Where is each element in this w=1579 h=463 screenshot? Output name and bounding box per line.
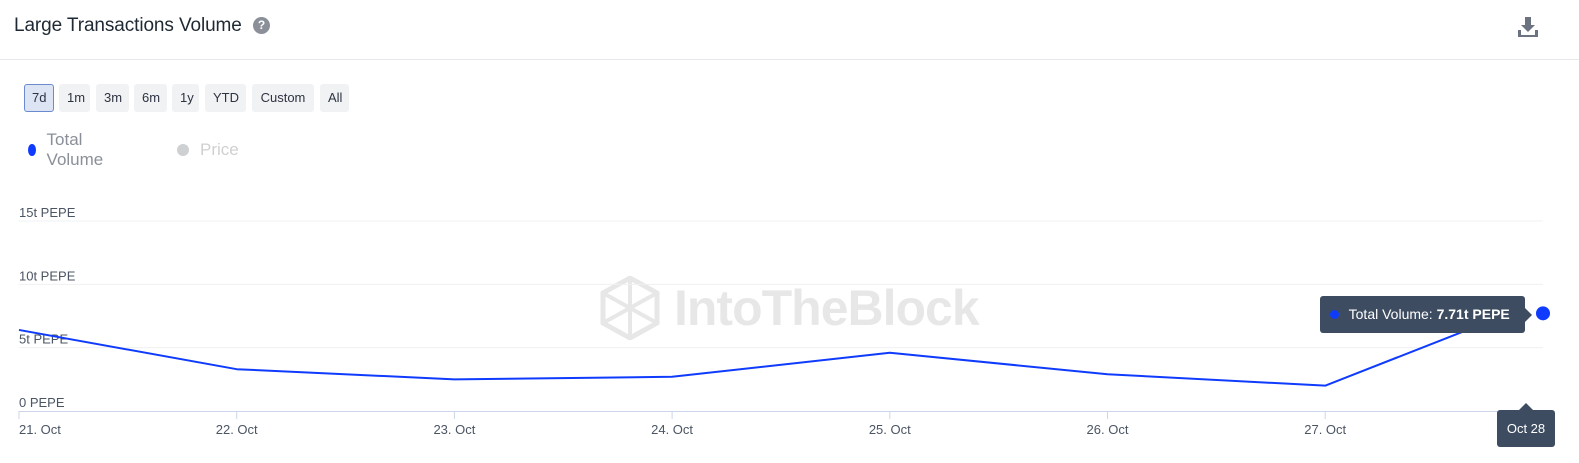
range-button-ytd[interactable]: YTD xyxy=(205,84,246,112)
legend-label-total-volume: Total Volume xyxy=(46,130,104,169)
line-chart: 0 PEPE 5t PEPE 10t PEPE 15t PEPE 21. Oct 22. … xyxy=(18,205,1552,437)
range-button-1y[interactable]: 1y xyxy=(172,84,199,112)
watermark-logo-icon xyxy=(600,276,660,340)
range-button-3m[interactable]: 3m xyxy=(96,84,129,112)
legend-dot-total-volume xyxy=(28,144,36,156)
crosshair-x-label: Oct 28 xyxy=(1497,403,1555,447)
legend-item-price[interactable]: Price xyxy=(177,139,239,161)
x-tick-label: 26. Oct xyxy=(1087,422,1129,437)
x-tick-label: 22. Oct xyxy=(216,422,258,437)
legend-label-price: Price xyxy=(200,140,239,159)
y-tick-label: 15t PEPE xyxy=(19,205,76,220)
tooltip-series-dot xyxy=(1330,310,1339,319)
legend-item-total-volume[interactable]: Total Volume xyxy=(28,130,108,169)
chart-header: Large Transactions Volume ? xyxy=(0,0,1579,60)
range-button-7d[interactable]: 7d xyxy=(24,84,54,112)
x-tick-label: 23. Oct xyxy=(433,422,475,437)
crosshair-x-label-text: Oct 28 xyxy=(1506,421,1546,436)
range-button-6m[interactable]: 6m xyxy=(134,84,167,112)
question-circle-icon[interactable]: ? xyxy=(253,17,270,34)
y-tick-label: 5t PEPE xyxy=(19,332,68,347)
range-button-all[interactable]: All xyxy=(320,84,349,112)
series-line-total-volume xyxy=(18,320,1491,387)
x-tick-label: 21. Oct xyxy=(19,422,61,437)
range-button-1m[interactable]: 1m xyxy=(59,84,90,112)
y-tick-label: 10t PEPE xyxy=(19,268,76,283)
range-button-custom[interactable]: Custom xyxy=(252,84,314,112)
x-tick-label: 25. Oct xyxy=(869,422,911,437)
data-point-highlight xyxy=(1534,304,1552,323)
watermark-text: IntoTheBlock xyxy=(674,280,980,336)
legend-dot-price xyxy=(177,144,189,156)
x-tick-label: 27. Oct xyxy=(1304,422,1346,437)
download-icon[interactable] xyxy=(1516,15,1540,39)
y-tick-label: 0 PEPE xyxy=(19,395,65,410)
tooltip-value: 7.71t PEPE xyxy=(1436,306,1510,322)
chart-tooltip: Total Volume: 7.71t PEPE xyxy=(1320,296,1532,333)
tooltip-series-label: Total Volume: xyxy=(1348,306,1433,322)
tooltip-arrow xyxy=(1525,308,1532,322)
watermark: IntoTheBlock xyxy=(600,276,980,340)
chart-title: Large Transactions Volume xyxy=(14,15,242,36)
x-tick-label: 24. Oct xyxy=(651,422,693,437)
crosshair-x-label-arrow xyxy=(1519,403,1533,410)
